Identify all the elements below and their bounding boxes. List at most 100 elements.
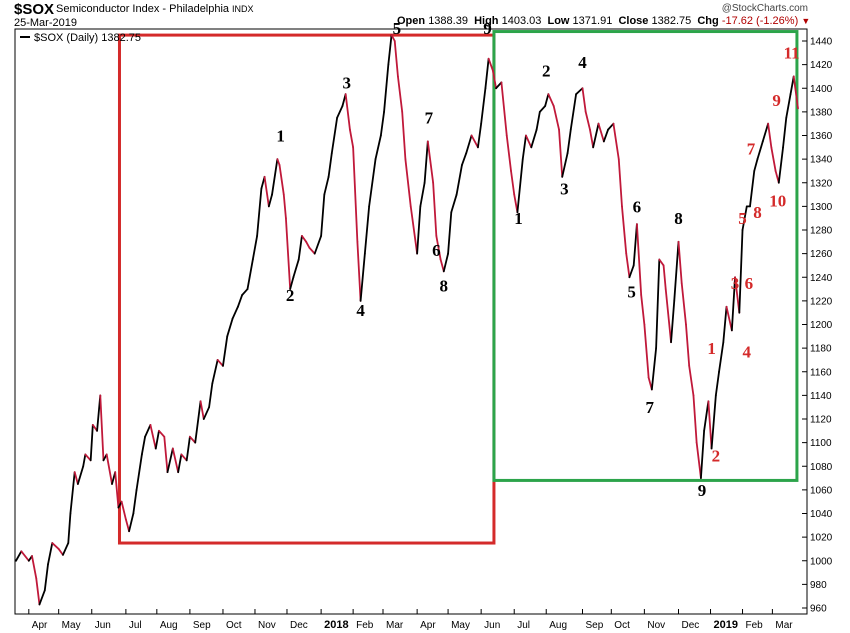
y-tick-label: 1200 <box>810 320 833 331</box>
price-segment <box>251 235 259 261</box>
x-tick-label: Feb <box>746 620 764 631</box>
price-segment <box>756 140 764 161</box>
price-segment <box>761 122 770 143</box>
open-value: 1388.39 <box>428 15 468 27</box>
price-segment <box>792 75 799 110</box>
legend: $SOX (Daily) 1382.75 <box>20 32 141 44</box>
price-segment <box>241 288 249 296</box>
price-segment <box>677 240 683 285</box>
price-segment <box>363 205 371 255</box>
price-segment <box>597 122 605 143</box>
y-tick-label: 1240 <box>810 273 833 284</box>
x-tick-label: Mar <box>386 620 404 631</box>
security-name: Semiconductor Index - Philadelphia INDX <box>56 3 254 15</box>
price-segment <box>510 170 516 196</box>
price-segment <box>447 211 453 255</box>
price-segment <box>569 93 577 131</box>
price-segment <box>692 394 698 444</box>
y-tick-label: 1220 <box>810 296 833 307</box>
price-segment <box>282 193 287 220</box>
high-value: 1403.03 <box>501 15 542 27</box>
count-label-red: 1 <box>707 339 716 358</box>
count-label-red: 6 <box>745 274 754 293</box>
price-segment <box>628 264 635 279</box>
price-segment <box>480 87 487 125</box>
price-segment <box>688 364 695 397</box>
price-segment <box>188 435 197 444</box>
down-arrow-icon: ▼ <box>801 16 811 26</box>
price-segment <box>782 116 788 149</box>
price-segment <box>390 34 396 42</box>
count-label-red: 3 <box>731 274 740 293</box>
price-segment <box>194 400 202 444</box>
price-segment <box>495 81 503 90</box>
price-segment <box>662 264 667 290</box>
price-segment <box>581 87 587 113</box>
y-tick-label: 1340 <box>810 155 833 166</box>
price-segment <box>327 152 333 178</box>
count-label-black: 5 <box>627 282 636 301</box>
count-label-red: 2 <box>712 447 721 466</box>
x-tick-label: Aug <box>160 620 178 631</box>
price-segment <box>470 134 479 149</box>
price-segment <box>135 453 143 491</box>
price-segment <box>271 158 279 196</box>
x-tick-label: Aug <box>549 620 567 631</box>
x-tick-label: Sep <box>193 620 211 631</box>
price-segment <box>547 93 555 107</box>
price-segment <box>330 116 339 155</box>
price-segment <box>505 134 512 172</box>
price-segment <box>640 294 646 326</box>
price-segment <box>516 158 524 214</box>
count-label-black: 4 <box>356 301 365 320</box>
count-label-black: 4 <box>578 53 587 72</box>
exchange-label: INDX <box>232 4 254 14</box>
price-segment <box>62 542 70 556</box>
high-label: High <box>474 15 499 27</box>
price-segment <box>124 518 130 533</box>
close-value: 1382.75 <box>651 15 692 27</box>
price-segment <box>73 471 79 485</box>
y-tick-label: 1440 <box>810 37 833 48</box>
price-segment <box>461 152 468 166</box>
y-tick-label: 1420 <box>810 60 833 71</box>
y-tick-label: 1020 <box>810 533 833 544</box>
price-segment <box>753 158 759 172</box>
price-segment <box>105 453 113 485</box>
price-segment <box>84 453 92 462</box>
price-segment <box>477 122 483 149</box>
price-segment <box>89 424 94 462</box>
y-tick-label: 1140 <box>810 391 832 402</box>
price-segment <box>120 500 127 521</box>
price-segment <box>57 548 64 556</box>
x-tick-label: 2019 <box>714 619 738 631</box>
count-label-red: 11 <box>784 44 800 63</box>
price-stats: Open 1388.39 High 1403.03 Low 1371.91 Cl… <box>397 15 810 27</box>
count-label-red: 9 <box>772 91 781 110</box>
price-segment <box>650 347 658 391</box>
y-tick-label: 1380 <box>810 107 833 118</box>
price-segment <box>538 105 547 113</box>
price-segment <box>144 424 152 438</box>
y-tick-label: 1160 <box>810 367 832 378</box>
count-label-black: 8 <box>674 209 683 228</box>
price-segment <box>643 323 650 379</box>
price-segment <box>710 394 717 450</box>
price-segment <box>35 577 41 606</box>
price-segment <box>777 146 784 184</box>
low-label: Low <box>547 15 570 27</box>
price-segment <box>114 471 120 509</box>
price-segment <box>374 134 382 161</box>
y-tick-label: 1400 <box>810 84 833 95</box>
price-segment <box>149 424 157 450</box>
price-segment <box>685 323 691 367</box>
y-tick-label: 1280 <box>810 226 833 237</box>
price-segment <box>575 87 584 96</box>
price-segment <box>202 406 210 420</box>
count-label-black: 9 <box>483 19 492 38</box>
count-label-black: 2 <box>542 61 551 80</box>
x-tick-label: Nov <box>258 620 276 631</box>
x-tick-label: Dec <box>290 620 308 631</box>
price-segment <box>185 435 191 462</box>
price-segment <box>749 170 756 208</box>
